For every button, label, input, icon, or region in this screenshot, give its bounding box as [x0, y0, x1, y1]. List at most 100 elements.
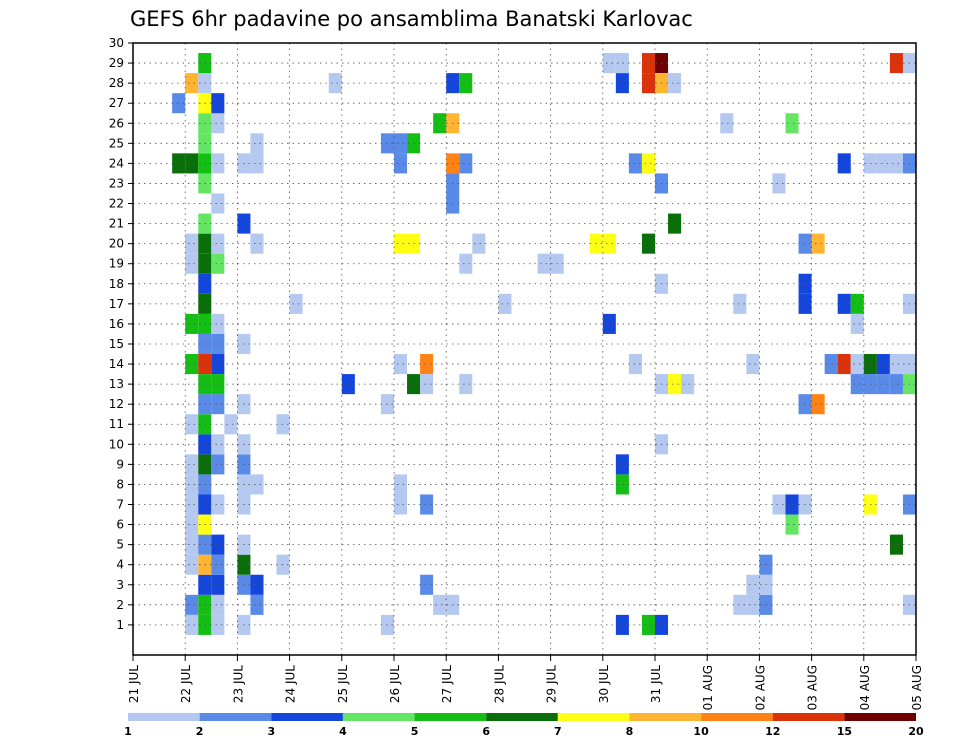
heatmap-cell	[394, 494, 408, 515]
heatmap-cell	[615, 454, 629, 475]
heatmap-cell	[641, 53, 655, 74]
heatmap-cell	[211, 333, 225, 355]
heatmap-cell	[889, 374, 903, 395]
legend-swatch	[486, 713, 558, 721]
heatmap-cell	[641, 233, 655, 254]
heatmap-cell	[394, 474, 408, 495]
legend-swatch	[342, 713, 415, 721]
heatmap-cell	[433, 113, 447, 134]
heatmap-cell	[641, 153, 655, 174]
y-tick-label: 4	[116, 558, 124, 572]
heatmap-cell	[681, 374, 695, 395]
heatmap-cell	[211, 594, 225, 615]
y-tick-label: 22	[109, 197, 124, 211]
legend-label: 15	[837, 725, 852, 738]
y-tick-label: 11	[109, 417, 124, 431]
heatmap-cell	[276, 414, 290, 435]
heatmap-cell	[615, 53, 629, 74]
x-tick-label: 27 JUL	[440, 665, 454, 703]
heatmap-cell	[328, 73, 342, 94]
heatmap-cell	[602, 313, 616, 334]
heatmap-cell	[185, 474, 199, 495]
y-tick-label: 24	[109, 156, 124, 170]
heatmap-cell	[420, 574, 434, 595]
y-tick-label: 29	[109, 56, 124, 70]
heatmap-cell	[602, 53, 616, 74]
legend-label: 1	[124, 725, 132, 738]
y-tick-label: 18	[109, 277, 124, 291]
heatmap-cell	[498, 293, 512, 314]
heatmap-cell	[785, 494, 799, 515]
heatmap-cell	[224, 414, 238, 435]
gridlines	[133, 42, 916, 655]
heatmap-cell	[420, 374, 434, 395]
heatmap-cell	[850, 313, 864, 334]
x-tick-label: 04 AUG	[858, 665, 872, 710]
heatmap-cell	[211, 394, 225, 415]
heatmap-cell	[394, 133, 408, 154]
heatmap-cell	[459, 374, 473, 395]
x-tick-label: 01 AUG	[701, 665, 715, 710]
y-tick-label: 15	[109, 337, 124, 351]
heatmap-cell	[172, 153, 186, 174]
legend-swatch	[557, 713, 630, 721]
heatmap-cell	[537, 253, 551, 274]
heatmap-cell	[211, 233, 225, 254]
chart-title: GEFS 6hr padavine po ansamblima Banatski…	[130, 7, 693, 31]
heatmap-cell	[824, 354, 838, 375]
heatmap-cell	[185, 253, 199, 274]
heatmap-cell	[185, 494, 199, 515]
heatmap-cell	[211, 574, 225, 595]
legend-swatch	[414, 713, 487, 721]
x-tick-label: 31 JUL	[649, 665, 663, 703]
heatmap-cell	[276, 554, 290, 575]
heatmap-cell	[211, 434, 225, 455]
legend-swatch	[844, 713, 916, 721]
y-tick-label: 5	[116, 538, 124, 552]
heatmap-cell	[211, 153, 225, 174]
heatmap-cell	[185, 313, 199, 334]
heatmap-cell	[185, 153, 199, 174]
heatmap-cell	[668, 73, 682, 94]
x-tick-label: 21 JUL	[127, 665, 141, 703]
x-tick-label: 23 JUL	[231, 665, 245, 703]
heatmap-cell	[733, 293, 747, 314]
heatmap-cell	[420, 354, 434, 375]
plot-frame	[132, 42, 917, 656]
y-tick-label: 7	[116, 498, 124, 512]
heatmap-cell	[615, 474, 629, 495]
legend-label: 3	[267, 725, 275, 738]
heatmap-cell	[394, 233, 408, 254]
heatmap-cell	[185, 514, 199, 535]
legend-label: 10	[693, 725, 709, 738]
heatmap-cell	[211, 494, 225, 515]
heatmap-cell	[211, 313, 225, 334]
heatmap-cell	[615, 614, 629, 635]
legend-swatch	[772, 713, 845, 721]
heatmap-cell	[850, 374, 864, 395]
heatmap-cell	[211, 354, 225, 375]
heatmap-cell	[211, 454, 225, 475]
heatmap-cell	[811, 233, 825, 254]
heatmap-cell	[850, 354, 864, 375]
heatmap-cell	[394, 153, 408, 174]
heatmap-cell	[641, 73, 655, 94]
x-tick-label: 03 AUG	[806, 665, 820, 710]
heatmap-cell	[211, 554, 225, 575]
heatmap-cell	[889, 534, 903, 555]
heatmap-cell	[185, 233, 199, 254]
heatmap-cell	[876, 374, 890, 395]
heatmap-cell	[250, 233, 264, 254]
heatmap-cell	[211, 193, 225, 214]
heatmap-cell	[211, 534, 225, 555]
heatmap-cell	[720, 113, 734, 134]
x-tick-label: 26 JUL	[388, 665, 402, 703]
heatmap-cell	[811, 394, 825, 415]
heatmap-cell	[876, 153, 890, 174]
heatmap-cell	[785, 113, 799, 134]
y-tick-label: 1	[116, 618, 124, 632]
heatmap-cell	[602, 233, 616, 254]
heatmap-cell	[628, 153, 642, 174]
legend-label: 2	[196, 725, 204, 738]
heatmap-cell	[185, 454, 199, 475]
